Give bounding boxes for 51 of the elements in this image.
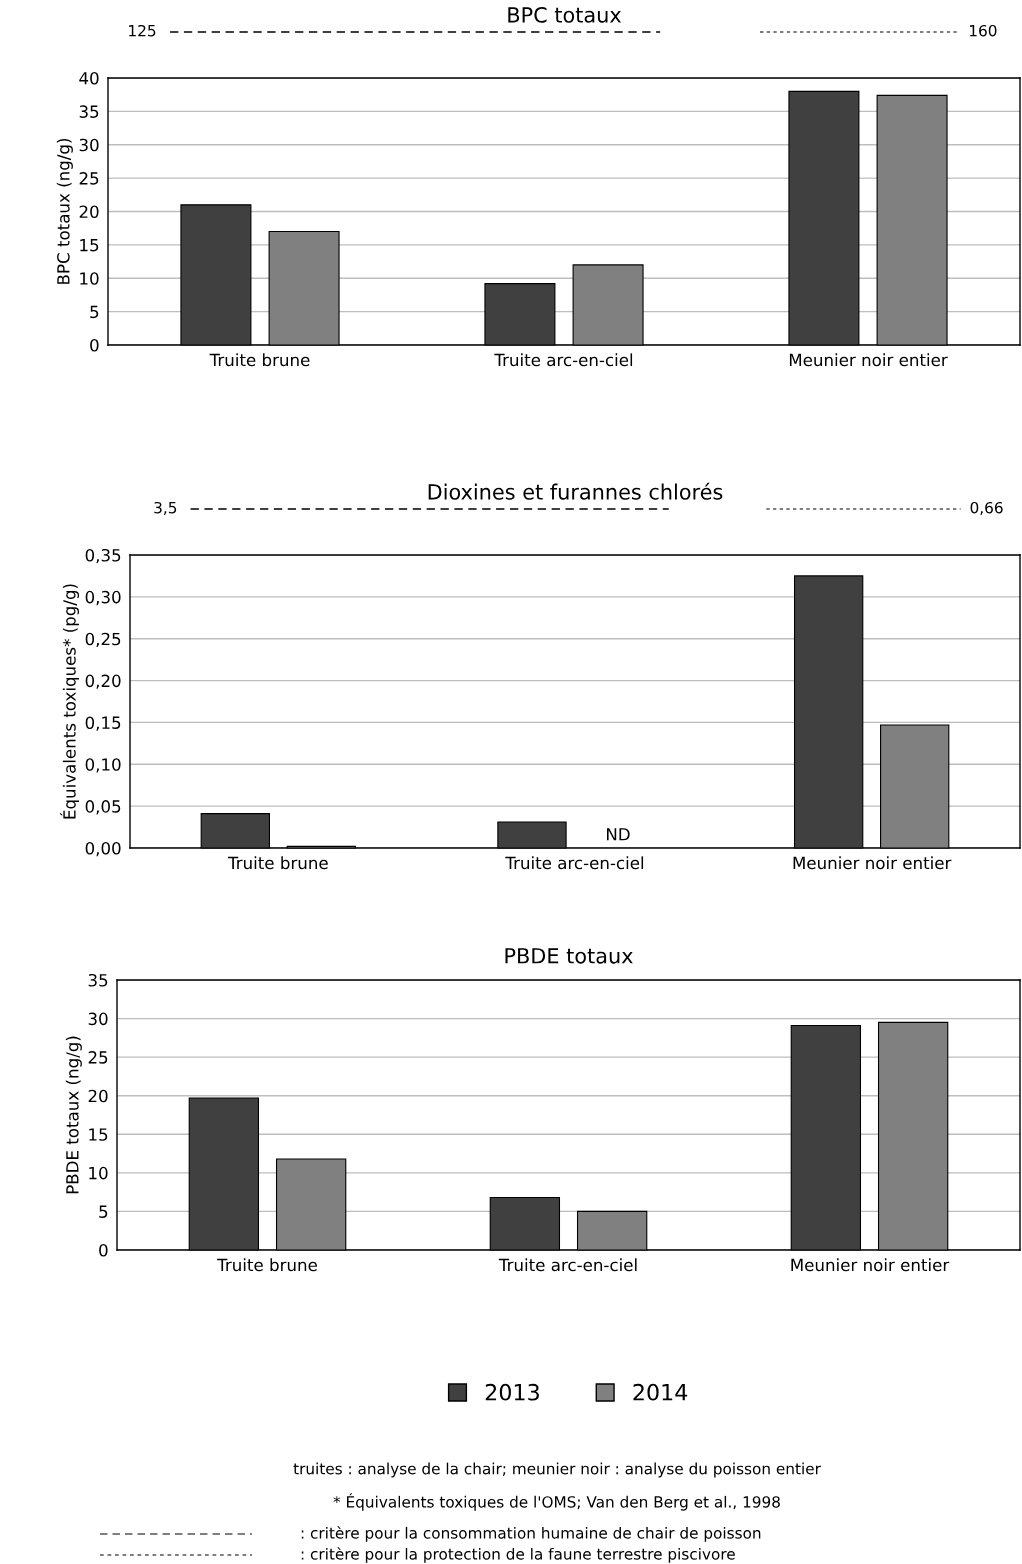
x-tick-label: Meunier noir entier [793, 856, 952, 870]
y-tick-label: 0,35 [85, 548, 121, 564]
y-tick-label: 0 [99, 1243, 108, 1257]
y-tick-label: 15 [80, 239, 99, 252]
text: : critère pour la consommation humaine de chair de poisson [301, 1526, 761, 1542]
legend-label: 2014 [633, 1383, 688, 1401]
y-tick-label: 20 [79, 205, 99, 219]
y-tick-label: 5 [99, 1205, 108, 1218]
x-tick-label: Meunier noir entier [791, 1258, 950, 1272]
y-axis-title: PBDE totaux (ng/g) [65, 1036, 82, 1194]
y-tick-label: 25 [79, 172, 99, 185]
y-tick-label: 0,05 [85, 800, 121, 815]
y-tick-label: 35 [79, 105, 99, 118]
x-tick-label: Truite arc-en-ciel [505, 856, 644, 870]
text: truites : analyse de la chair; meunier noir : analyse du poisson entier [293, 1462, 821, 1478]
legend-label: 2013 [485, 1383, 539, 1401]
text: * Équivalents toxiques de l'OMS; Van den Berg et al., 1998 [333, 1493, 780, 1511]
y-tick-label: 30 [79, 138, 99, 152]
y-tick-label: 40 [79, 71, 99, 85]
y-tick-label: 0,00 [85, 841, 121, 857]
text: 125 [129, 24, 156, 37]
x-tick-label: Truite arc-en-ciel [494, 353, 633, 367]
y-tick-label: 10 [80, 272, 99, 285]
y-tick-label: 0,30 [85, 590, 121, 606]
text: 3,5 [154, 501, 177, 515]
y-tick-label: 20 [88, 1089, 108, 1103]
chart-title: Dioxines et furannes chlorés [428, 482, 723, 500]
y-tick-label: 15 [89, 1128, 108, 1141]
chart-title: BPC totaux [508, 6, 622, 23]
text: ND [607, 828, 630, 841]
x-tick-label: Truite arc-en-ciel [498, 1258, 637, 1272]
y-axis-title: BPC totaux (ng/g) [56, 138, 73, 284]
y-tick-label: 0,25 [85, 632, 121, 647]
y-tick-label: 5 [90, 305, 99, 319]
y-tick-label: 0,10 [85, 758, 121, 773]
y-tick-label: 30 [88, 1012, 108, 1026]
y-tick-label: 0,15 [85, 716, 121, 731]
chart-title: PBDE totaux [505, 948, 633, 964]
y-tick-label: 35 [88, 973, 108, 987]
x-tick-label: Truite brune [209, 353, 310, 367]
x-tick-label: Meunier noir entier [789, 353, 948, 367]
y-tick-label: 0 [90, 338, 99, 352]
y-axis-title: Équivalents toxiques* (pg/g) [60, 584, 79, 819]
y-tick-label: 25 [88, 1051, 108, 1064]
text: 0,66 [970, 501, 1003, 515]
x-tick-label: Truite brune [227, 856, 328, 870]
text: : critère pour la protection de la faune terrestre piscivore [301, 1547, 735, 1563]
y-tick-label: 0,20 [85, 674, 121, 689]
x-tick-label: Truite brune [217, 1258, 317, 1272]
y-tick-label: 10 [89, 1166, 108, 1180]
text: 160 [970, 24, 997, 37]
